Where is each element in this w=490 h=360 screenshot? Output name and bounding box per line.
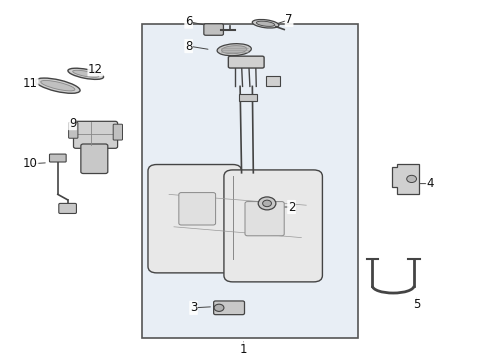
Circle shape [407,175,416,183]
Text: 10: 10 [23,157,38,170]
Text: 4: 4 [426,177,434,190]
FancyBboxPatch shape [69,122,78,138]
Text: 8: 8 [185,40,193,53]
Text: 6: 6 [185,15,193,28]
Text: 12: 12 [88,63,103,76]
Text: 3: 3 [190,301,197,314]
Ellipse shape [73,70,99,77]
Ellipse shape [221,46,247,54]
FancyBboxPatch shape [81,144,108,174]
Ellipse shape [36,78,80,93]
Circle shape [214,304,224,311]
Ellipse shape [256,21,275,26]
FancyBboxPatch shape [49,154,66,162]
FancyBboxPatch shape [204,24,223,35]
Text: 9: 9 [69,117,76,130]
FancyBboxPatch shape [113,124,122,140]
FancyBboxPatch shape [239,94,257,101]
Text: 11: 11 [23,77,38,90]
Ellipse shape [68,68,103,79]
FancyBboxPatch shape [59,203,76,213]
FancyBboxPatch shape [228,56,264,68]
FancyBboxPatch shape [179,193,216,225]
Text: 5: 5 [413,298,420,311]
FancyBboxPatch shape [230,187,262,256]
FancyBboxPatch shape [266,76,280,86]
Text: 2: 2 [288,201,295,213]
Text: 1: 1 [240,343,247,356]
Text: 7: 7 [285,13,293,26]
Ellipse shape [41,81,75,91]
Polygon shape [392,164,419,194]
Circle shape [263,200,271,207]
Bar [142,24,358,338]
FancyBboxPatch shape [74,121,118,148]
FancyBboxPatch shape [214,301,245,315]
FancyBboxPatch shape [224,170,322,282]
FancyBboxPatch shape [148,165,242,273]
FancyBboxPatch shape [245,202,284,236]
Ellipse shape [217,44,251,56]
Ellipse shape [252,19,279,28]
Circle shape [258,197,276,210]
